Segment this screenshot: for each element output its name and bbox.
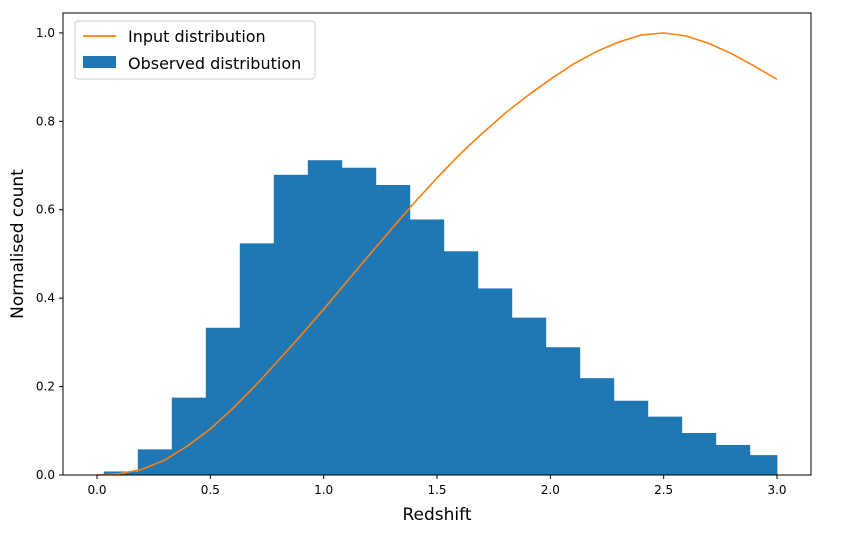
x-tick-label: 3.0 (767, 483, 786, 497)
y-axis-ticks: 0.0 0.2 0.4 0.6 0.8 1.0 (36, 26, 63, 482)
y-tick-label: 0.6 (36, 203, 55, 217)
x-tick-label: 1.0 (314, 483, 333, 497)
x-axis-label: Redshift (402, 505, 471, 525)
histogram-bar (341, 167, 377, 475)
histogram-bar (273, 174, 309, 475)
histogram-bar (375, 184, 411, 475)
histogram-bar (715, 444, 751, 475)
legend-label-observed: Observed distribution (128, 54, 301, 73)
histogram-bar (477, 288, 513, 475)
histogram-bar (205, 327, 241, 475)
histogram-bar (239, 243, 275, 475)
histogram-bars (103, 160, 778, 475)
x-tick-label: 0.0 (87, 483, 106, 497)
histogram-bar (545, 347, 581, 475)
legend-box (74, 20, 316, 80)
histogram-bar (579, 378, 615, 475)
legend-label-input: Input distribution (128, 27, 266, 46)
x-tick-label: 2.5 (654, 483, 673, 497)
x-tick-label: 0.5 (201, 483, 220, 497)
x-tick-label: 2.0 (541, 483, 560, 497)
histogram-bar (613, 400, 649, 475)
histogram-bar (307, 160, 343, 475)
histogram-bar (681, 433, 717, 475)
histogram-bar (137, 449, 173, 475)
x-tick-label: 1.5 (427, 483, 446, 497)
histogram-bar (409, 219, 445, 475)
y-tick-label: 1.0 (36, 26, 55, 40)
y-axis-label: Normalised count (8, 169, 28, 319)
y-tick-label: 0.4 (36, 291, 55, 305)
legend: Input distribution Observed distribution (74, 20, 316, 80)
histogram-bar (511, 317, 547, 475)
legend-bar-swatch (83, 56, 116, 68)
input-distribution-line (96, 32, 778, 476)
histogram-bar (443, 251, 479, 475)
y-tick-label: 0.2 (36, 380, 55, 394)
y-tick-label: 0.0 (36, 468, 55, 482)
x-axis-ticks: 0.0 0.5 1.0 1.5 2.0 2.5 3.0 (87, 475, 787, 497)
histogram-bar (647, 416, 683, 475)
y-tick-label: 0.8 (36, 114, 55, 128)
histogram-bar (749, 455, 778, 475)
